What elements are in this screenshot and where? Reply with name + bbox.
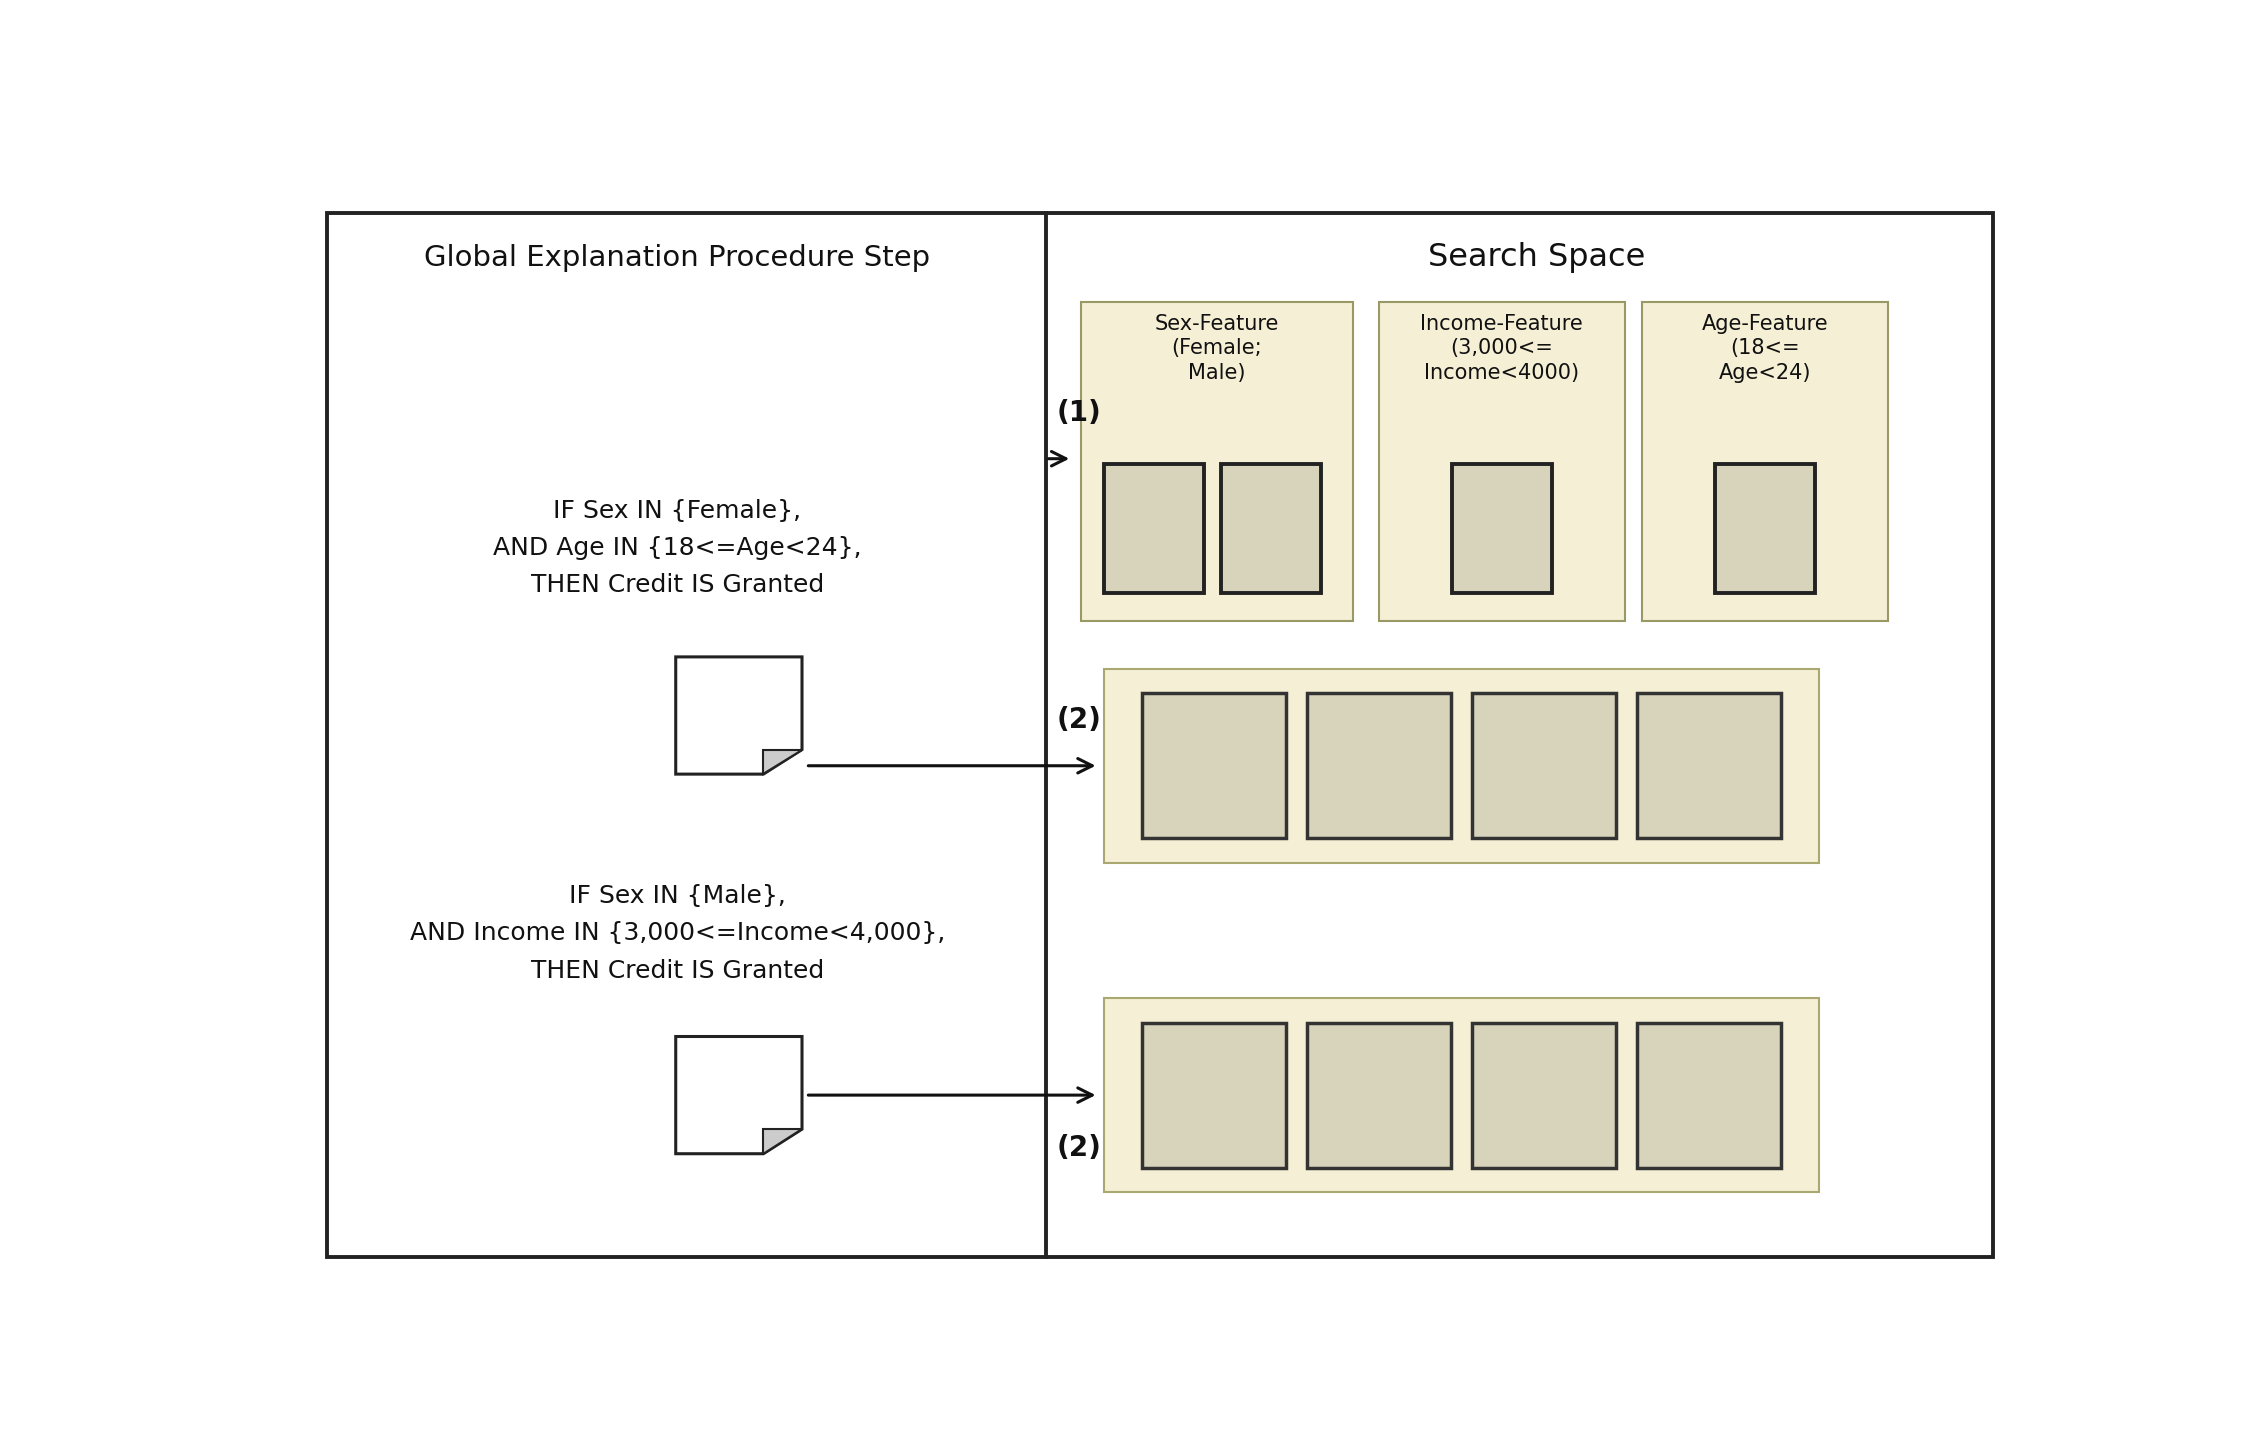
FancyBboxPatch shape (1378, 303, 1625, 621)
Text: 0: 0 (1367, 748, 1389, 783)
FancyBboxPatch shape (1104, 464, 1204, 593)
FancyBboxPatch shape (1222, 464, 1322, 593)
FancyBboxPatch shape (1143, 693, 1285, 838)
Text: 1: 1 (1697, 748, 1720, 783)
FancyBboxPatch shape (1308, 1022, 1451, 1167)
Text: Sex-Feature
(Female;
Male): Sex-Feature (Female; Male) (1154, 313, 1279, 383)
Text: 0: 0 (1697, 1079, 1720, 1112)
FancyBboxPatch shape (1636, 1022, 1781, 1167)
FancyBboxPatch shape (1643, 303, 1887, 621)
FancyBboxPatch shape (1471, 1022, 1616, 1167)
Text: Age-Feature
(18<=
Age<24): Age-Feature (18<= Age<24) (1702, 313, 1829, 383)
Text: 0: 0 (1202, 1079, 1227, 1112)
Text: (1): (1) (1057, 399, 1102, 428)
Text: IF Sex IN {Female},
AND Age IN {18<=Age<24},
THEN Credit IS Granted: IF Sex IN {Female}, AND Age IN {18<=Age<… (493, 499, 862, 597)
FancyBboxPatch shape (1082, 303, 1353, 621)
Text: Income-Feature
(3,000<=
Income<4000): Income-Feature (3,000<= Income<4000) (1421, 313, 1584, 383)
Polygon shape (763, 1130, 801, 1154)
Polygon shape (677, 657, 801, 774)
Text: 1: 1 (1367, 1079, 1389, 1112)
Polygon shape (677, 1037, 801, 1154)
Text: (2): (2) (1057, 706, 1102, 735)
FancyBboxPatch shape (1453, 464, 1552, 593)
Text: Global Explanation Procedure Step: Global Explanation Procedure Step (425, 244, 930, 271)
FancyBboxPatch shape (1104, 998, 1819, 1192)
FancyBboxPatch shape (1143, 1022, 1285, 1167)
FancyBboxPatch shape (1471, 693, 1616, 838)
Text: Search Space: Search Space (1428, 242, 1645, 273)
Polygon shape (763, 750, 801, 774)
FancyBboxPatch shape (1636, 693, 1781, 838)
Text: 1: 1 (1532, 1079, 1555, 1112)
FancyBboxPatch shape (1715, 464, 1815, 593)
FancyBboxPatch shape (1104, 668, 1819, 863)
Text: 0: 0 (1532, 748, 1555, 783)
Text: 1: 1 (1202, 748, 1227, 783)
Text: (2): (2) (1057, 1134, 1102, 1161)
FancyBboxPatch shape (1308, 693, 1451, 838)
Text: IF Sex IN {Male},
AND Income IN {3,000<=Income<4,000},
THEN Credit IS Granted: IF Sex IN {Male}, AND Income IN {3,000<=… (410, 884, 946, 983)
